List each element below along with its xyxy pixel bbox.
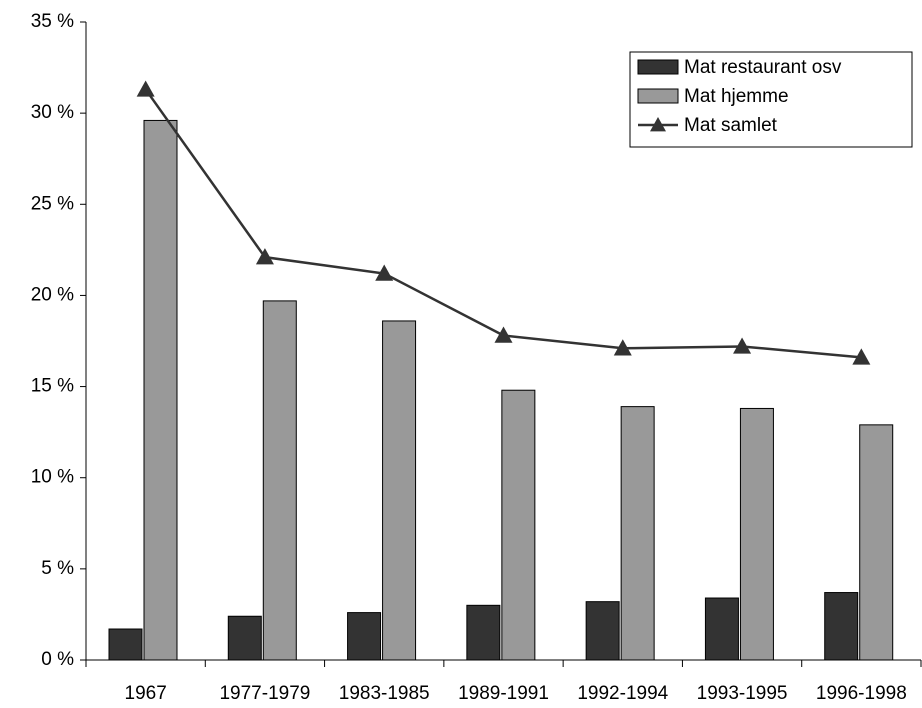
bar <box>501 389 536 661</box>
marker <box>494 326 513 343</box>
y-tick-label: 10 % <box>31 467 74 488</box>
marker <box>136 80 155 97</box>
x-tick-label: 1992-1994 <box>577 683 668 704</box>
legend-marker <box>650 117 666 132</box>
bar <box>739 407 774 661</box>
y-tick-label: 20 % <box>31 284 74 305</box>
legend-swatch <box>637 88 679 104</box>
legend-swatch <box>637 59 679 75</box>
x-tick-label: 1989-1991 <box>458 683 549 704</box>
legend-label: Mat restaurant osv <box>684 57 842 78</box>
x-tick-label: 1983-1985 <box>339 683 430 704</box>
x-tick-label: 1996-1998 <box>816 683 907 704</box>
bar <box>859 424 894 661</box>
x-tick-label: 1993-1995 <box>697 683 788 704</box>
y-tick-label: 0 % <box>41 649 74 670</box>
bar <box>227 615 262 661</box>
bar <box>466 604 501 661</box>
bar <box>704 597 739 661</box>
y-tick-label: 5 % <box>41 558 74 579</box>
bar <box>262 300 297 661</box>
marker <box>375 264 394 281</box>
marker <box>852 348 871 365</box>
legend-label: Mat hjemme <box>684 86 789 107</box>
marker <box>733 337 752 354</box>
y-tick-label: 35 % <box>31 11 74 32</box>
bar <box>347 612 382 661</box>
legend-label: Mat samlet <box>684 115 778 136</box>
bar <box>620 406 655 661</box>
x-tick-label: 1967 <box>125 683 167 704</box>
y-tick-label: 15 % <box>31 376 74 397</box>
bar <box>585 601 620 661</box>
marker <box>613 339 632 356</box>
bar <box>824 592 859 661</box>
y-tick-label: 25 % <box>31 193 74 214</box>
x-tick-label: 1977-1979 <box>219 683 310 704</box>
y-tick-label: 30 % <box>31 102 74 123</box>
marker <box>255 248 274 265</box>
bar <box>108 628 143 661</box>
bar <box>143 119 178 661</box>
bar <box>382 320 417 661</box>
